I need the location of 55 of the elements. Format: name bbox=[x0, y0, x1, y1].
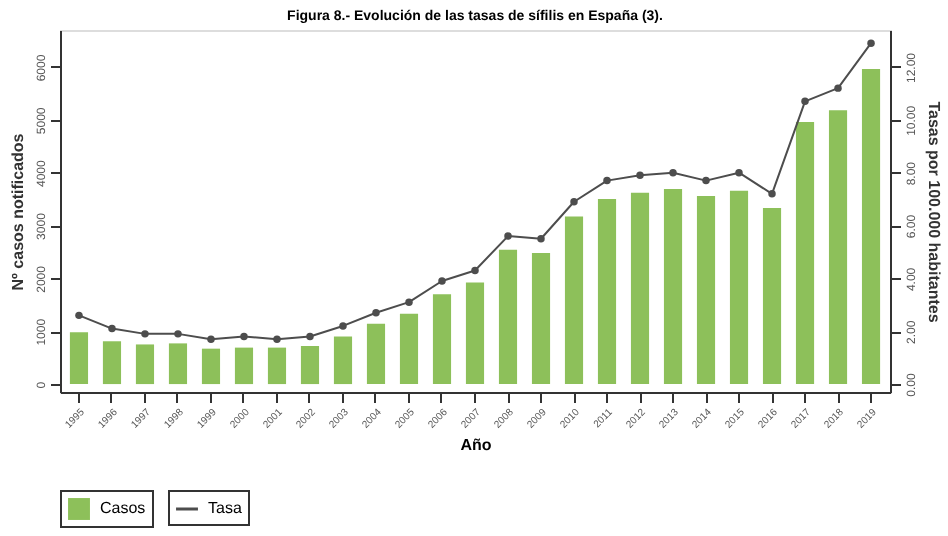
bar bbox=[201, 348, 221, 385]
bar bbox=[498, 249, 518, 385]
point bbox=[306, 332, 314, 341]
bar bbox=[135, 344, 155, 385]
bar bbox=[333, 336, 353, 385]
point bbox=[372, 309, 380, 317]
bar bbox=[168, 343, 188, 385]
y-axis-title: Nº casos notificados bbox=[9, 132, 27, 291]
point bbox=[108, 324, 116, 333]
bar bbox=[564, 216, 584, 385]
bar bbox=[300, 346, 320, 385]
point bbox=[801, 97, 809, 106]
point bbox=[141, 330, 149, 338]
point bbox=[438, 277, 446, 285]
bar bbox=[366, 323, 386, 385]
point bbox=[75, 311, 83, 320]
point bbox=[570, 198, 578, 206]
bar bbox=[630, 192, 650, 385]
point bbox=[339, 322, 347, 330]
point bbox=[768, 190, 776, 198]
bar bbox=[828, 110, 848, 385]
point bbox=[240, 332, 248, 341]
point bbox=[207, 335, 215, 343]
point bbox=[603, 176, 611, 185]
point bbox=[636, 171, 644, 180]
point bbox=[702, 176, 710, 185]
bar bbox=[267, 347, 287, 385]
point bbox=[867, 39, 875, 47]
x-axis-title: Año bbox=[460, 435, 492, 454]
bar bbox=[465, 282, 485, 385]
bar bbox=[234, 347, 254, 385]
legend-label: Tasa bbox=[208, 499, 243, 517]
bar bbox=[102, 341, 122, 385]
bar bbox=[861, 69, 881, 385]
bar bbox=[597, 199, 617, 385]
bar bbox=[69, 332, 89, 385]
point bbox=[405, 298, 413, 306]
point bbox=[735, 168, 743, 177]
bar bbox=[531, 253, 551, 385]
bar bbox=[696, 195, 716, 385]
point bbox=[471, 266, 479, 275]
point bbox=[174, 330, 182, 338]
point bbox=[669, 168, 677, 177]
point bbox=[834, 84, 842, 92]
bar bbox=[795, 121, 815, 385]
point bbox=[537, 235, 545, 243]
legend-label: Casos bbox=[100, 499, 146, 517]
bar bbox=[432, 294, 452, 385]
y2-axis-title: Tasas por 100.000 habitantes bbox=[925, 101, 943, 324]
bar bbox=[399, 313, 419, 385]
bar bbox=[663, 189, 683, 385]
bar bbox=[729, 190, 749, 385]
bar bbox=[762, 208, 782, 385]
point bbox=[504, 232, 512, 240]
point bbox=[273, 335, 281, 343]
